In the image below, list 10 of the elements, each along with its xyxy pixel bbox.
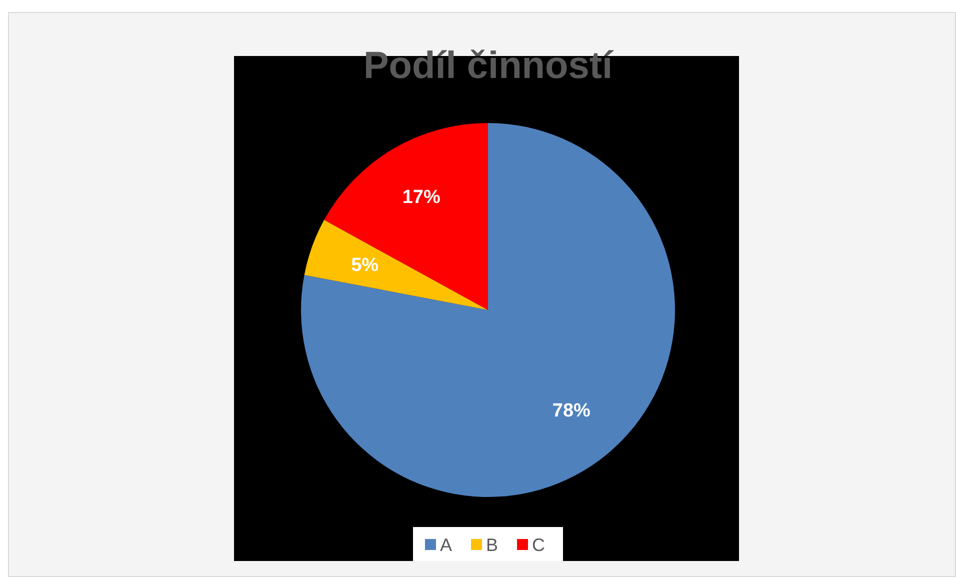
chart-title: Podíl činností bbox=[363, 45, 614, 87]
data-label: 5% bbox=[351, 255, 379, 276]
legend-label: C bbox=[532, 535, 545, 555]
data-label: 78% bbox=[552, 400, 591, 422]
pie-slice bbox=[324, 123, 488, 310]
legend-label: B bbox=[486, 535, 498, 555]
data-label: 17% bbox=[402, 186, 440, 208]
pie-slice bbox=[301, 123, 675, 497]
legend-label: A bbox=[440, 535, 452, 555]
pie-slice bbox=[304, 220, 488, 310]
